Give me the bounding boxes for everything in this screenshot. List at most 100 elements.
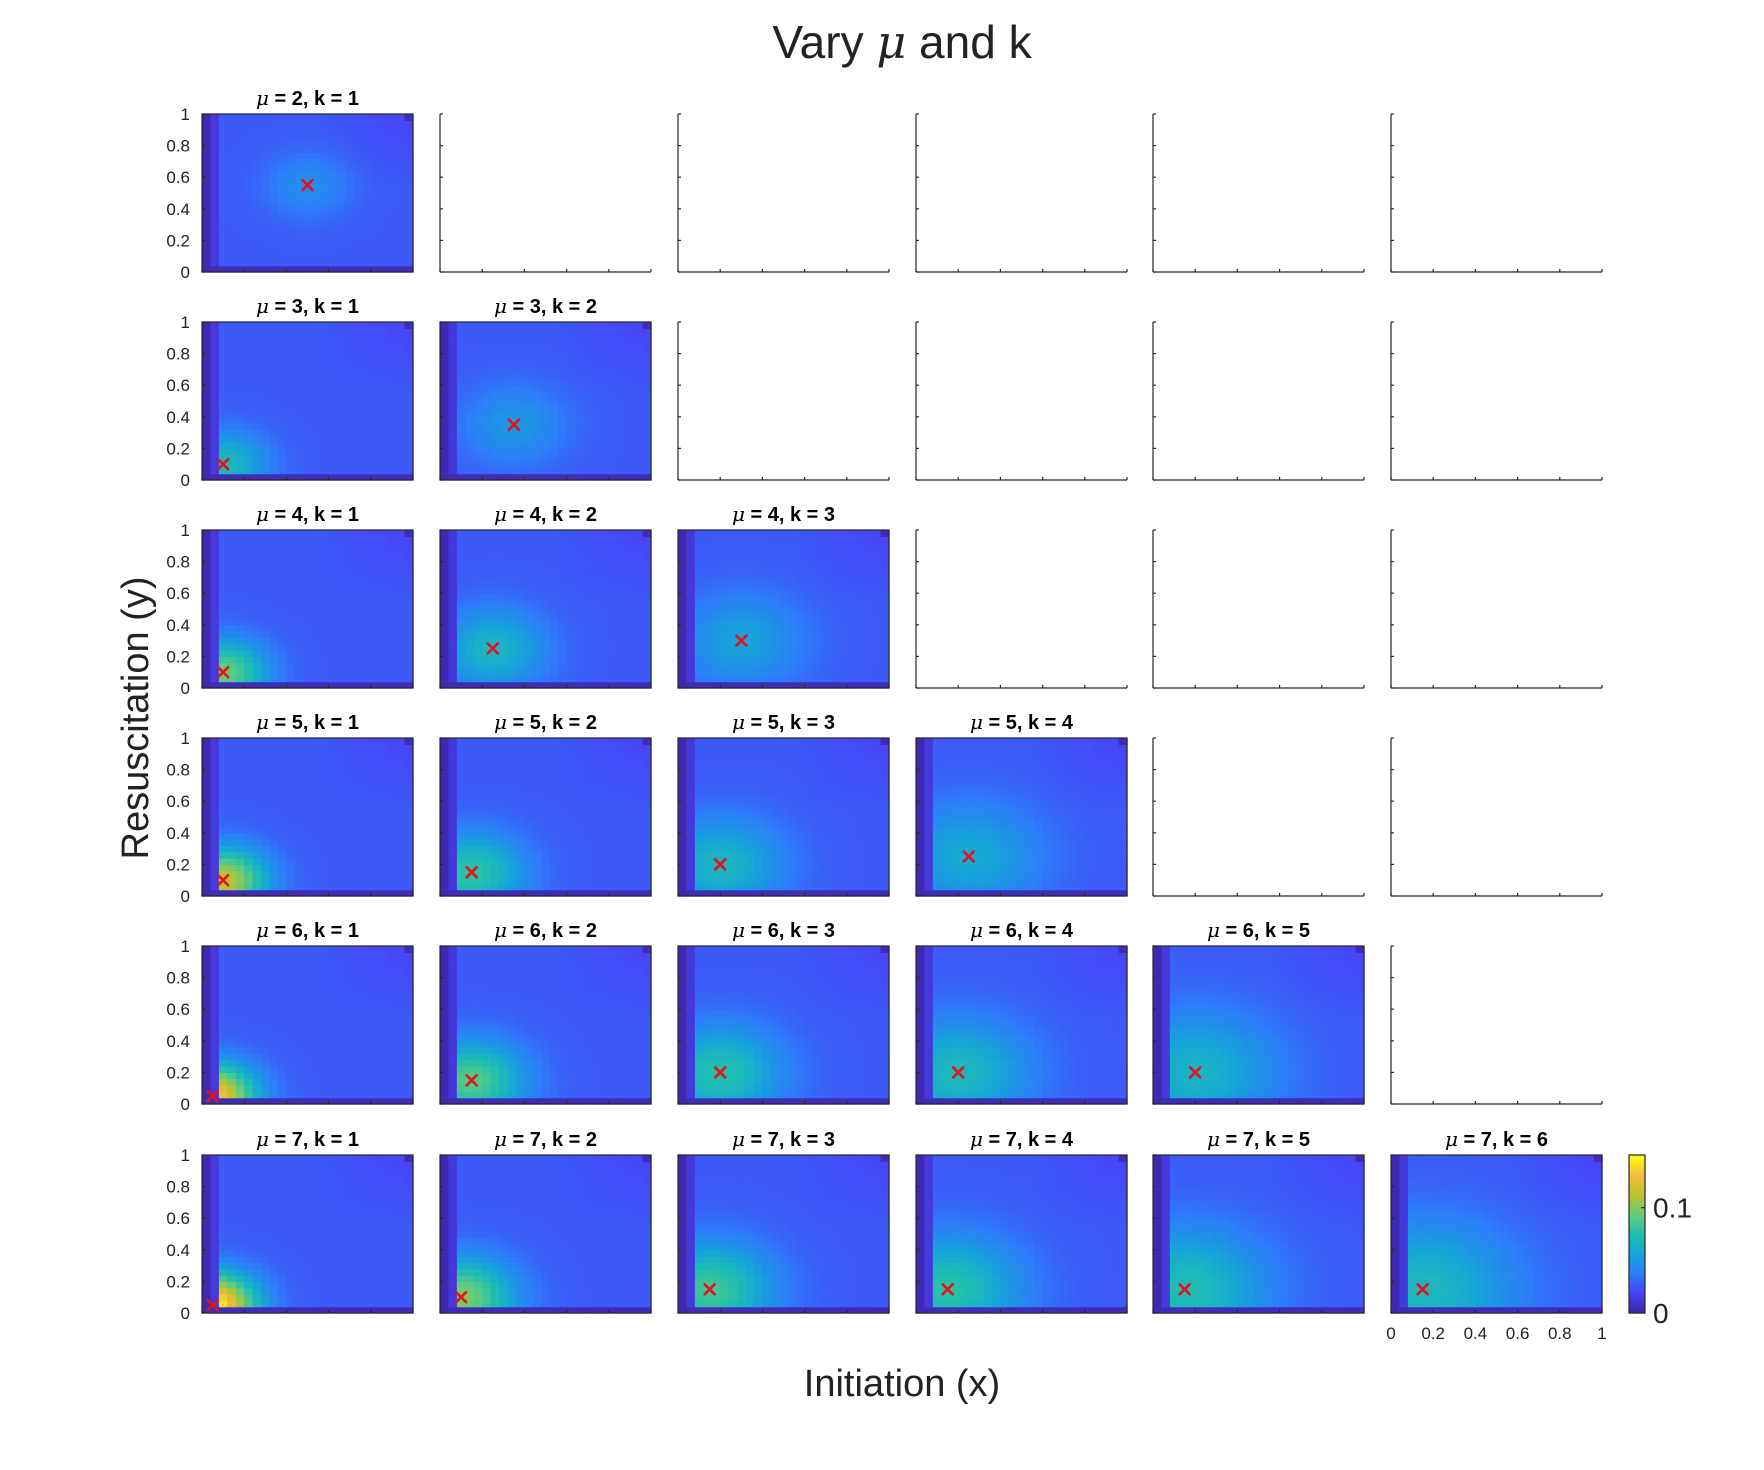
heatmap-cell xyxy=(499,378,509,386)
heatmap-cell xyxy=(337,826,347,834)
heatmap-cell xyxy=(404,756,414,764)
heatmap-cell xyxy=(440,410,450,418)
heatmap-cell xyxy=(515,750,525,758)
heatmap-cell xyxy=(261,334,271,342)
heatmap-cell xyxy=(252,423,262,431)
heatmap-cell xyxy=(227,189,237,197)
heatmap-cell xyxy=(448,826,458,834)
heatmap-cell xyxy=(387,750,397,758)
heatmap-cell xyxy=(370,542,380,550)
heatmap-cell xyxy=(558,435,568,443)
heatmap-cell xyxy=(499,832,509,840)
heatmap-cell xyxy=(821,681,831,689)
heatmap-cell xyxy=(320,410,330,418)
empty-panel-r0-c2 xyxy=(677,113,890,273)
heatmap-cell xyxy=(872,561,882,569)
heatmap-cell xyxy=(244,763,254,771)
heatmap-cell xyxy=(821,612,831,620)
heatmap-cell xyxy=(482,662,492,670)
heatmap-cell xyxy=(244,807,254,815)
heatmap-cell xyxy=(745,669,755,676)
heatmap-cell xyxy=(210,681,220,689)
heatmap-cell xyxy=(541,883,551,891)
heatmap-cell xyxy=(456,372,466,380)
heatmap-cell xyxy=(370,656,380,664)
heatmap-cell xyxy=(524,454,534,462)
heatmap-cell xyxy=(473,669,483,676)
heatmap-cell xyxy=(490,435,500,443)
heatmap-cell xyxy=(541,656,551,664)
heatmap-cell xyxy=(796,650,806,657)
heatmap-cell xyxy=(277,870,287,878)
heatmap-cell xyxy=(370,221,380,229)
heatmap-cell xyxy=(507,385,517,393)
heatmap-cell xyxy=(362,151,372,159)
heatmap-cell xyxy=(370,322,380,329)
heatmap-cell xyxy=(353,788,363,796)
heatmap-cell xyxy=(337,580,347,588)
heatmap-cell xyxy=(286,404,296,412)
heatmap-cell xyxy=(566,631,576,639)
heatmap-cell xyxy=(642,681,652,689)
heatmap-cell xyxy=(303,750,313,758)
heatmap-cell xyxy=(252,461,262,468)
heatmap-cell xyxy=(396,877,406,884)
heatmap-cell xyxy=(499,839,509,847)
heatmap-cell xyxy=(532,605,542,613)
heatmap-cell xyxy=(286,548,296,556)
heatmap-cell xyxy=(575,599,585,607)
heatmap-cell xyxy=(829,530,839,537)
heatmap-cell xyxy=(353,397,363,405)
heatmap-cell xyxy=(370,826,380,834)
heatmap-cell xyxy=(269,467,279,475)
heatmap-cell xyxy=(387,404,397,412)
heatmap-cell xyxy=(566,353,576,361)
heatmap-cell xyxy=(787,561,797,569)
empty-panel-r0-c3 xyxy=(915,113,1128,273)
heatmap-cell xyxy=(370,889,380,897)
heatmap-cell xyxy=(448,340,458,348)
heatmap-cell xyxy=(634,404,644,412)
heatmap-cell xyxy=(583,669,593,676)
heatmap-cell xyxy=(448,593,458,601)
heatmap-cell xyxy=(261,656,271,664)
heatmap-cell xyxy=(396,599,406,607)
heatmap-cell xyxy=(277,461,287,468)
heatmap-cell xyxy=(337,240,347,248)
heatmap-cell xyxy=(404,423,414,431)
heatmap-cell xyxy=(269,227,279,235)
heatmap-cell xyxy=(396,473,406,481)
heatmap-cell xyxy=(566,637,576,645)
heatmap-cell xyxy=(387,599,397,607)
heatmap-cell xyxy=(608,448,618,456)
heatmap-cell xyxy=(515,643,525,651)
heatmap-cell xyxy=(711,555,721,563)
heatmap-cell xyxy=(303,656,313,664)
heatmap-cell xyxy=(303,555,313,563)
heatmap-cell xyxy=(261,126,271,134)
heatmap-cell xyxy=(320,385,330,393)
heatmap-cell xyxy=(235,120,245,128)
heatmap-cell xyxy=(396,448,406,456)
heatmap-cell xyxy=(473,548,483,556)
heatmap-cell xyxy=(294,536,304,544)
heatmap-cell xyxy=(261,259,271,267)
heatmap-cell xyxy=(465,397,475,405)
heatmap-cell xyxy=(678,681,688,689)
heatmap-cell xyxy=(202,681,212,689)
panel-mu3-k1: 00.20.40.60.81μ = 3, k = 1 xyxy=(166,294,414,490)
heatmap-cell xyxy=(210,580,220,588)
heatmap-cell xyxy=(337,328,347,336)
heatmap-cell xyxy=(549,624,559,632)
heatmap-cell xyxy=(728,548,738,556)
heatmap-cell xyxy=(320,794,330,802)
heatmap-cell xyxy=(269,580,279,588)
heatmap-cell xyxy=(711,637,721,645)
heatmap-cell xyxy=(642,599,652,607)
heatmap-cell xyxy=(608,612,618,620)
heatmap-cell xyxy=(294,794,304,802)
heatmap-cell xyxy=(440,605,450,613)
heatmap-cell xyxy=(286,839,296,847)
heatmap-cell xyxy=(227,826,237,834)
heatmap-cell xyxy=(379,240,389,248)
